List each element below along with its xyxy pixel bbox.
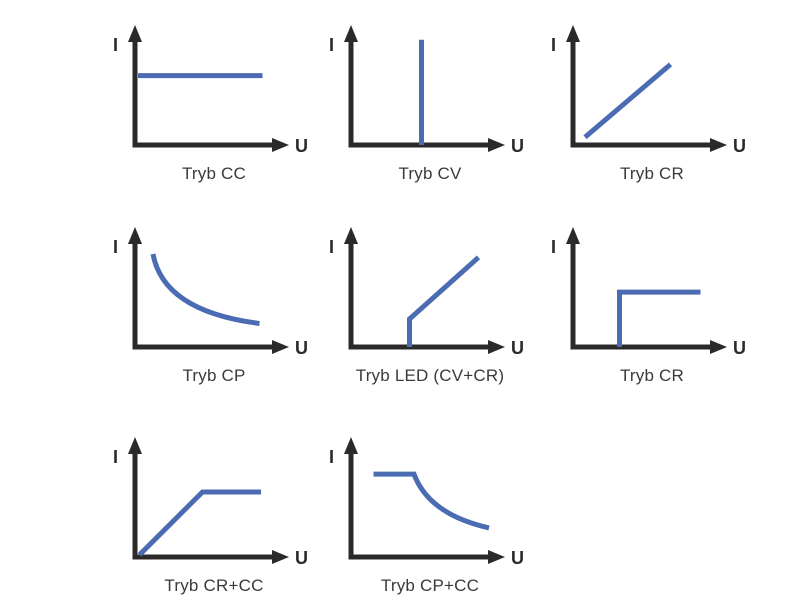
x-axis-arrowhead bbox=[272, 340, 289, 354]
iu-plot: I U bbox=[329, 227, 524, 358]
mode-panel-tryb-cp-cc-7: I U Tryb CP+CC bbox=[325, 435, 535, 596]
panel-caption: Tryb CC bbox=[181, 164, 247, 183]
y-axis-label: I bbox=[329, 237, 334, 257]
x-axis-arrowhead bbox=[272, 138, 289, 152]
panel-caption: Tryb CP bbox=[182, 366, 246, 385]
x-axis-arrowhead bbox=[272, 550, 289, 564]
iu-plot: I U bbox=[113, 227, 308, 358]
x-axis-label: U bbox=[295, 136, 308, 156]
x-axis-label: U bbox=[733, 136, 746, 156]
panel-caption: Tryb CV bbox=[398, 164, 462, 183]
y-axis-arrowhead bbox=[128, 25, 142, 42]
x-axis-label: U bbox=[511, 338, 524, 358]
y-axis-arrowhead bbox=[566, 25, 580, 42]
iu-plot: I U bbox=[551, 227, 746, 358]
x-axis-arrowhead bbox=[488, 138, 505, 152]
mode-panel-tryb-cp-3: I U Tryb CP bbox=[109, 225, 319, 386]
panel-caption: Tryb CR bbox=[619, 366, 685, 385]
x-axis-label: U bbox=[511, 548, 524, 568]
x-axis-label: U bbox=[733, 338, 746, 358]
characteristic-curve bbox=[150, 253, 260, 326]
y-axis-arrowhead bbox=[566, 227, 580, 244]
panel-caption: Tryb CR bbox=[619, 164, 685, 183]
x-axis-arrowhead bbox=[488, 340, 505, 354]
mode-panel-tryb-cr-5: I U Tryb CR bbox=[547, 225, 757, 386]
x-axis-label: U bbox=[511, 136, 524, 156]
x-axis-label: U bbox=[295, 338, 308, 358]
y-axis-arrowhead bbox=[128, 437, 142, 454]
iu-plot: I U bbox=[329, 25, 524, 156]
y-axis-label: I bbox=[113, 237, 118, 257]
panel-caption: Tryb LED (CV+CR) bbox=[355, 366, 505, 385]
mode-panel-tryb-cr-2: I U Tryb CR bbox=[547, 23, 757, 184]
iu-plot: I U bbox=[329, 437, 524, 568]
iu-plot: I U bbox=[551, 25, 746, 156]
y-axis-label: I bbox=[113, 35, 118, 55]
iu-plot: I U bbox=[113, 25, 308, 156]
mode-panel-tryb-led-cv-cr-4: I U Tryb LED (CV+CR) bbox=[325, 225, 535, 386]
y-axis-arrowhead bbox=[128, 227, 142, 244]
y-axis-label: I bbox=[551, 237, 556, 257]
characteristic-curve bbox=[137, 489, 261, 557]
x-axis-arrowhead bbox=[710, 138, 727, 152]
x-axis-arrowhead bbox=[488, 550, 505, 564]
mode-panel-tryb-cv-1: I U Tryb CV bbox=[325, 23, 535, 184]
y-axis-arrowhead bbox=[344, 437, 358, 454]
panel-caption: Tryb CP+CC bbox=[380, 576, 480, 595]
characteristic-curve bbox=[583, 62, 673, 140]
characteristic-curve bbox=[617, 289, 701, 347]
mode-panel-tryb-cr-cc-6: I U Tryb CR+CC bbox=[109, 435, 319, 596]
y-axis-arrowhead bbox=[344, 227, 358, 244]
panel-caption: Tryb CR+CC bbox=[164, 576, 264, 595]
iu-plot: I U bbox=[113, 437, 308, 568]
mode-panel-tryb-cc-0: I U Tryb CC bbox=[109, 23, 319, 184]
y-axis-arrowhead bbox=[344, 25, 358, 42]
y-axis-label: I bbox=[113, 447, 118, 467]
y-axis-label: I bbox=[551, 35, 556, 55]
y-axis-label: I bbox=[329, 447, 334, 467]
characteristic-curve bbox=[373, 471, 490, 531]
x-axis-arrowhead bbox=[710, 340, 727, 354]
characteristic-curve bbox=[407, 255, 481, 347]
x-axis-label: U bbox=[295, 548, 308, 568]
y-axis-label: I bbox=[329, 35, 334, 55]
